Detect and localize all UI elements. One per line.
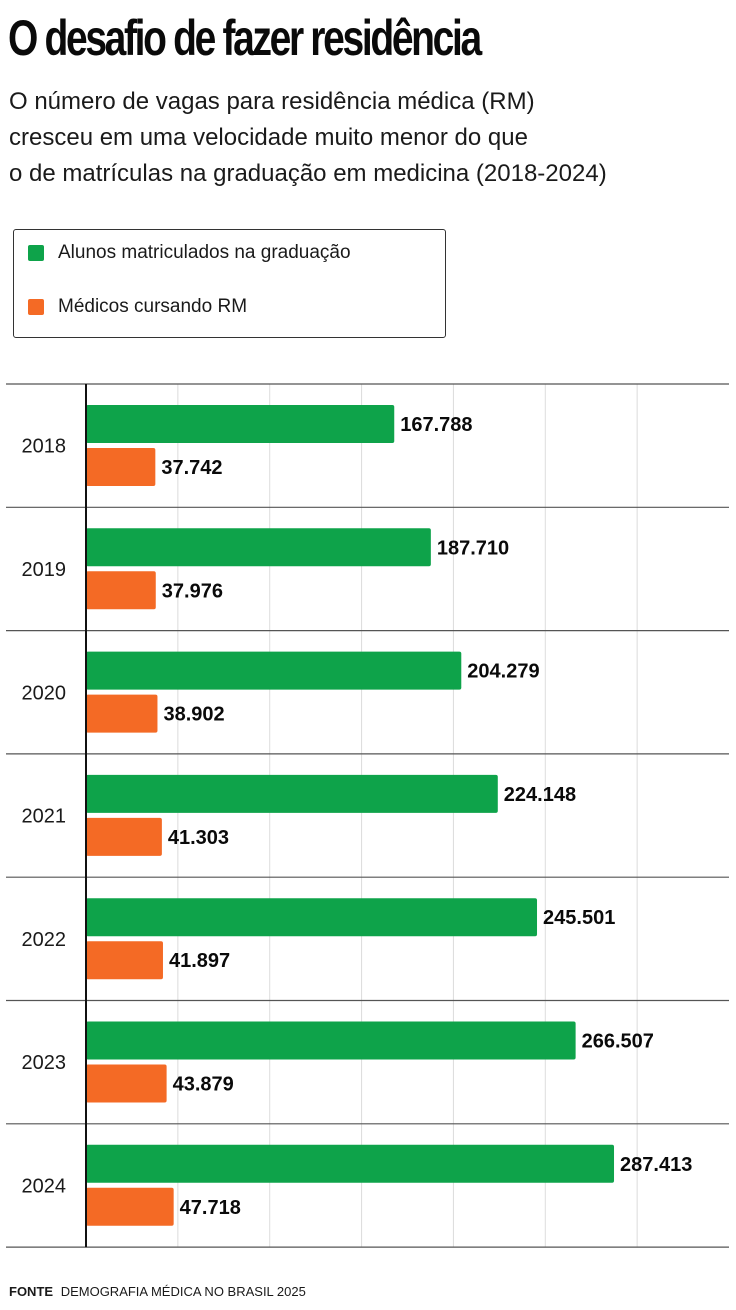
bar-rm <box>86 571 156 610</box>
bar-rm <box>86 1187 174 1226</box>
category-label: 2020 <box>22 682 67 704</box>
legend-item-graduacao: Alunos matriculados na graduação <box>28 242 351 264</box>
data-label: 41.897 <box>169 950 230 972</box>
bar-graduacao <box>86 651 462 690</box>
subtitle-line: cresceu em uma velocidade muito menor do… <box>9 124 528 151</box>
bar-graduacao <box>86 528 431 567</box>
legend-swatch-green <box>28 245 44 261</box>
bar-rm <box>86 817 162 856</box>
category-label: 2018 <box>22 436 67 458</box>
bar-rm <box>86 694 158 733</box>
category-label: 2021 <box>22 806 67 828</box>
legend-label: Alunos matriculados na graduação <box>58 242 351 263</box>
legend-swatch-orange <box>28 299 44 315</box>
data-label: 245.501 <box>543 907 615 929</box>
bar-rm <box>86 941 163 980</box>
bar-graduacao <box>86 1021 576 1060</box>
data-label: 37.976 <box>162 580 223 602</box>
data-label: 43.879 <box>173 1074 234 1096</box>
data-label: 47.718 <box>180 1197 241 1219</box>
category-label: 2019 <box>22 559 67 581</box>
source-label: FONTE <box>9 1284 54 1299</box>
bar-graduacao <box>86 774 498 813</box>
data-label: 187.710 <box>437 537 509 559</box>
data-label: 38.902 <box>163 704 224 726</box>
chart-title: O desafio de fazer residência <box>8 10 482 66</box>
source-text: DEMOGRAFIA MÉDICA NO BRASIL 2025 <box>60 1284 306 1299</box>
data-label: 167.788 <box>400 414 472 436</box>
category-label: 2024 <box>22 1175 67 1197</box>
subtitle-line: o de matrículas na graduação em medicina… <box>9 160 607 187</box>
bar-rm <box>86 1064 167 1103</box>
bar-graduacao <box>86 405 395 443</box>
data-label: 204.279 <box>467 661 539 683</box>
chart-subtitle: O número de vagas para residência médica… <box>9 84 729 192</box>
category-label: 2022 <box>22 929 67 951</box>
data-label: 41.303 <box>168 827 229 849</box>
data-label: 37.742 <box>161 457 222 479</box>
data-label: 287.413 <box>620 1154 692 1176</box>
bar-graduacao <box>86 898 538 937</box>
legend-item-rm: Médicos cursando RM <box>28 296 247 318</box>
source-note: FONTE DEMOGRAFIA MÉDICA NO BRASIL 2025 <box>9 1284 306 1299</box>
legend-label: Médicos cursando RM <box>58 296 248 317</box>
bar-chart: 2018 167.788 37.742 2019 187.710 37.976 2020 20… <box>6 383 729 1248</box>
legend: Alunos matriculados na graduação Médicos… <box>13 229 446 338</box>
bar-rm <box>86 448 156 486</box>
bar-graduacao <box>86 1144 615 1183</box>
category-label: 2023 <box>22 1052 67 1074</box>
data-label: 266.507 <box>582 1031 654 1053</box>
subtitle-line: O número de vagas para residência médica… <box>9 88 535 115</box>
data-label: 224.148 <box>504 784 576 806</box>
